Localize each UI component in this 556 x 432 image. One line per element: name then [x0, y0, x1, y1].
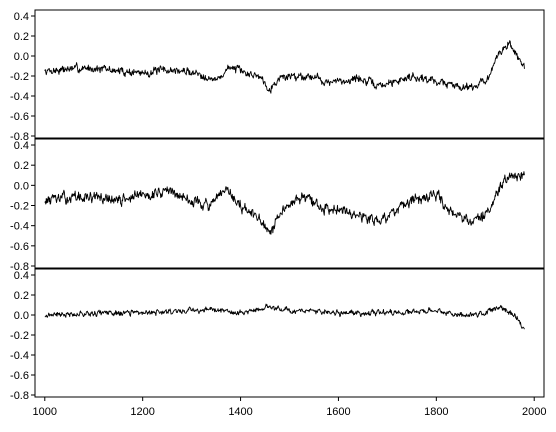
y-tick-label: 0.4	[14, 11, 29, 23]
x-tick-label: 1200	[130, 406, 154, 418]
y-tick-label: -0.2	[10, 71, 29, 83]
y-tick-label: -0.4	[10, 350, 29, 362]
series-line-1	[44, 303, 525, 330]
x-tick-label: 1600	[326, 406, 350, 418]
x-tick-label: 1000	[33, 406, 57, 418]
chart-panel-3: -0.8 -0.6 -0.4 -0.2 0.0 0.2 0.4 1000 1200 1400 160…	[10, 268, 546, 418]
y-tick-label: 0.2	[14, 31, 29, 43]
y-tick-label: -0.6	[10, 111, 29, 123]
y-tick-label: -0.4	[10, 221, 29, 233]
y-tick-label: -0.6	[10, 241, 29, 253]
y-tick-label: 0.4	[14, 270, 29, 282]
chart-panel-2: -0.8 -0.6 -0.4 -0.2 0.0 0.2 0.4	[10, 138, 545, 273]
y-tick-label: -0.4	[10, 91, 29, 103]
y-tick-label: -0.2	[10, 201, 29, 213]
y-tick-label: 0.2	[14, 160, 29, 172]
y-tick-label: -0.8	[10, 131, 29, 143]
y-tick-label: 0.0	[14, 180, 29, 192]
y-tick-label: 0.0	[14, 310, 29, 322]
y-tick-label: -0.8	[10, 261, 29, 273]
plot-frame	[34, 268, 545, 398]
y-tick-label: 0.4	[14, 140, 29, 152]
series-line-1	[44, 40, 525, 94]
y-tick-label: -0.8	[10, 390, 29, 402]
y-tick-label: 0.2	[14, 290, 29, 302]
chart-panel-1: -0.8 -0.6 -0.4 -0.2 0.0 0.2 0.4	[10, 9, 545, 143]
series-line-1	[44, 171, 525, 235]
plot-frame	[34, 138, 545, 269]
x-tick-label: 2000	[522, 406, 546, 418]
x-tick-label: 1800	[424, 406, 448, 418]
y-tick-label: -0.2	[10, 330, 29, 342]
plot-frame	[34, 9, 545, 139]
y-tick-label: 0.0	[14, 51, 29, 63]
x-tick-label: 1400	[228, 406, 252, 418]
y-tick-label: -0.6	[10, 370, 29, 382]
